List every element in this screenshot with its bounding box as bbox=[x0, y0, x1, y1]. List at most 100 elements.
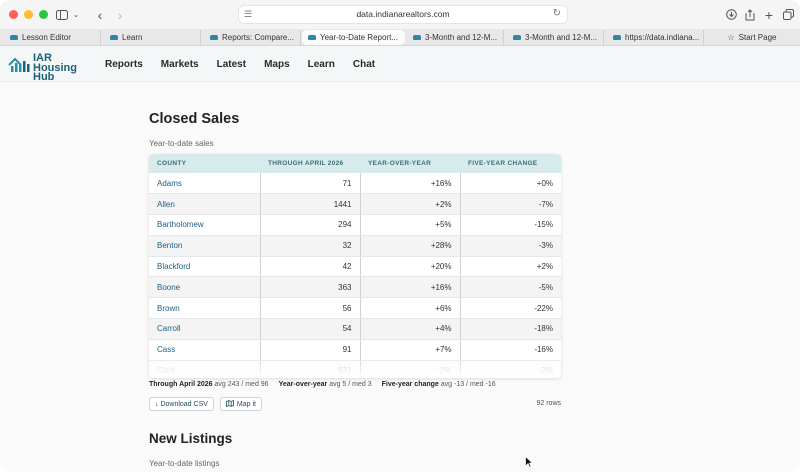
folder-icon bbox=[210, 35, 218, 40]
nav-reports[interactable]: Reports bbox=[105, 59, 143, 70]
folder-icon bbox=[308, 35, 316, 40]
cell-value: -16% bbox=[460, 339, 561, 361]
county-link[interactable]: Brown bbox=[149, 297, 261, 320]
cell-value: +0% bbox=[460, 173, 561, 195]
forward-icon[interactable]: › bbox=[117, 6, 123, 23]
cell-value: 32 bbox=[260, 235, 361, 257]
stat-year-over-year: Year-over-year avg 5 / med 3 bbox=[278, 381, 372, 388]
column-header-year-over-year[interactable]: YEAR-OVER-YEAR bbox=[360, 154, 460, 173]
close-window-button[interactable] bbox=[9, 10, 18, 19]
summary-stats: Through April 2026 avg 243 / med 96 Year… bbox=[149, 381, 496, 388]
county-link[interactable]: Boone bbox=[149, 276, 261, 299]
cell-value: +5% bbox=[360, 214, 461, 236]
table-row: Bartholomew 294 +5% -15% bbox=[149, 214, 561, 236]
tab-3-month-a[interactable]: 3-Month and 12-M... bbox=[407, 30, 504, 45]
county-link[interactable]: Allen bbox=[149, 193, 261, 216]
table-row: Carroll 54 +4% -18% bbox=[149, 318, 561, 340]
row-count: 92 rows bbox=[536, 400, 561, 407]
site-logo[interactable]: IAR Housing Hub bbox=[8, 53, 88, 83]
county-link[interactable]: Adams bbox=[149, 173, 261, 195]
table-header-row: COUNTY THROUGH APRIL 2026 YEAR-OVER-YEAR… bbox=[149, 154, 561, 173]
mouse-cursor-icon bbox=[525, 456, 533, 468]
tab-data-indiana[interactable]: https://data.indiana... bbox=[607, 30, 704, 45]
cell-value: -5% bbox=[460, 276, 561, 299]
section-title-new-listings: New Listings bbox=[149, 431, 233, 446]
column-header-county[interactable]: COUNTY bbox=[149, 154, 260, 173]
table-row: Allen 1441 +2% -7% bbox=[149, 193, 561, 216]
downloads-icon[interactable] bbox=[724, 6, 738, 23]
logo-text: IAR Housing Hub bbox=[33, 52, 77, 83]
stat-five-year-change: Five-year change avg -13 / med -16 bbox=[381, 381, 496, 388]
download-csv-button[interactable]: ↓ Download CSV bbox=[149, 397, 214, 411]
url-text: data.indianarealtors.com bbox=[356, 9, 450, 19]
cell-value: -18% bbox=[460, 318, 561, 340]
section-subtitle: Year-to-date listings bbox=[149, 459, 220, 468]
cell-value: +20% bbox=[360, 256, 461, 278]
sidebar-icon[interactable] bbox=[55, 6, 69, 23]
folder-icon bbox=[613, 35, 621, 40]
new-tab-icon[interactable]: + bbox=[764, 6, 774, 23]
minimize-window-button[interactable] bbox=[24, 10, 33, 19]
cell-value: +16% bbox=[360, 173, 461, 195]
page-content: Closed Sales Year-to-date sales COUNTY T… bbox=[0, 82, 800, 472]
table-row: Benton 32 +28% -3% bbox=[149, 235, 561, 257]
county-link[interactable]: Bartholomew bbox=[149, 214, 261, 236]
closed-sales-table: COUNTY THROUGH APRIL 2026 YEAR-OVER-YEAR… bbox=[149, 154, 561, 378]
cell-value: 54 bbox=[260, 318, 361, 340]
cell-value: +4% bbox=[360, 318, 461, 340]
county-link[interactable]: Carroll bbox=[149, 318, 261, 340]
tab-3-month-b[interactable]: 3-Month and 12-M... bbox=[507, 30, 604, 45]
tab-overview-icon[interactable] bbox=[781, 6, 795, 23]
cell-value: +2% bbox=[360, 193, 461, 216]
county-link[interactable]: Blackford bbox=[149, 256, 261, 278]
address-bar[interactable]: ☰ data.indianarealtors.com ↻ bbox=[238, 5, 568, 24]
share-icon[interactable] bbox=[743, 6, 757, 23]
nav-latest[interactable]: Latest bbox=[216, 59, 247, 70]
cell-value: 631 bbox=[260, 360, 361, 378]
cell-value: -2% bbox=[460, 360, 561, 378]
page-settings-icon[interactable]: ☰ bbox=[244, 9, 253, 19]
tab-learn[interactable]: Learn bbox=[104, 30, 201, 45]
chevron-down-icon[interactable]: ⌄ bbox=[72, 10, 80, 19]
folder-icon bbox=[10, 35, 18, 40]
cell-value: -2% bbox=[360, 360, 461, 378]
cell-value: 363 bbox=[260, 276, 361, 299]
tab-start-page[interactable]: ☆ Start Page bbox=[727, 33, 777, 42]
nav-markets[interactable]: Markets bbox=[160, 59, 199, 70]
cell-value: 71 bbox=[260, 173, 361, 195]
cell-value: 91 bbox=[260, 339, 361, 361]
table-row: Boone 363 +16% -5% bbox=[149, 276, 561, 299]
cell-value: -7% bbox=[460, 193, 561, 216]
folder-icon bbox=[110, 35, 118, 40]
nav-chat[interactable]: Chat bbox=[352, 59, 376, 70]
nav-learn[interactable]: Learn bbox=[307, 59, 335, 70]
cell-value: +6% bbox=[360, 297, 461, 320]
nav-maps[interactable]: Maps bbox=[264, 59, 290, 70]
house-logo-icon bbox=[8, 57, 30, 72]
zoom-window-button[interactable] bbox=[39, 10, 48, 19]
column-header-five-year-change[interactable]: FIVE-YEAR CHANGE bbox=[460, 154, 561, 173]
stat-through-april: Through April 2026 avg 243 / med 96 bbox=[149, 381, 269, 388]
table-row: Brown 56 +6% -22% bbox=[149, 297, 561, 320]
cell-value: +7% bbox=[360, 339, 461, 361]
tab-reports-compare[interactable]: Reports: Compare... bbox=[204, 30, 301, 45]
window-controls bbox=[9, 10, 48, 19]
county-link[interactable]: Benton bbox=[149, 235, 261, 257]
title-bar: ⌄ ‹ › ☰ data.indianarealtors.com ↻ + bbox=[0, 0, 800, 29]
site-header: IAR Housing Hub Reports Markets Latest M… bbox=[0, 46, 800, 83]
main-nav: Reports Markets Latest Maps Learn Chat bbox=[105, 59, 375, 70]
closed-sales-table-container[interactable]: COUNTY THROUGH APRIL 2026 YEAR-OVER-YEAR… bbox=[149, 154, 561, 378]
back-icon[interactable]: ‹ bbox=[97, 6, 103, 23]
tab-lesson-editor[interactable]: Lesson Editor bbox=[4, 30, 101, 45]
map-it-button[interactable]: Map it bbox=[219, 397, 262, 411]
tab-year-to-date-report[interactable]: Year-to-Date Report... bbox=[302, 30, 405, 45]
star-icon: ☆ bbox=[727, 33, 735, 42]
county-link[interactable]: Clark bbox=[149, 360, 261, 378]
column-header-through-april[interactable]: THROUGH APRIL 2026 bbox=[260, 154, 360, 173]
cell-value: +2% bbox=[460, 256, 561, 278]
section-subtitle: Year-to-date sales bbox=[149, 139, 214, 148]
reload-icon[interactable]: ↻ bbox=[552, 8, 561, 19]
section-title-closed-sales: Closed Sales bbox=[149, 111, 240, 127]
county-link[interactable]: Cass bbox=[149, 339, 261, 361]
